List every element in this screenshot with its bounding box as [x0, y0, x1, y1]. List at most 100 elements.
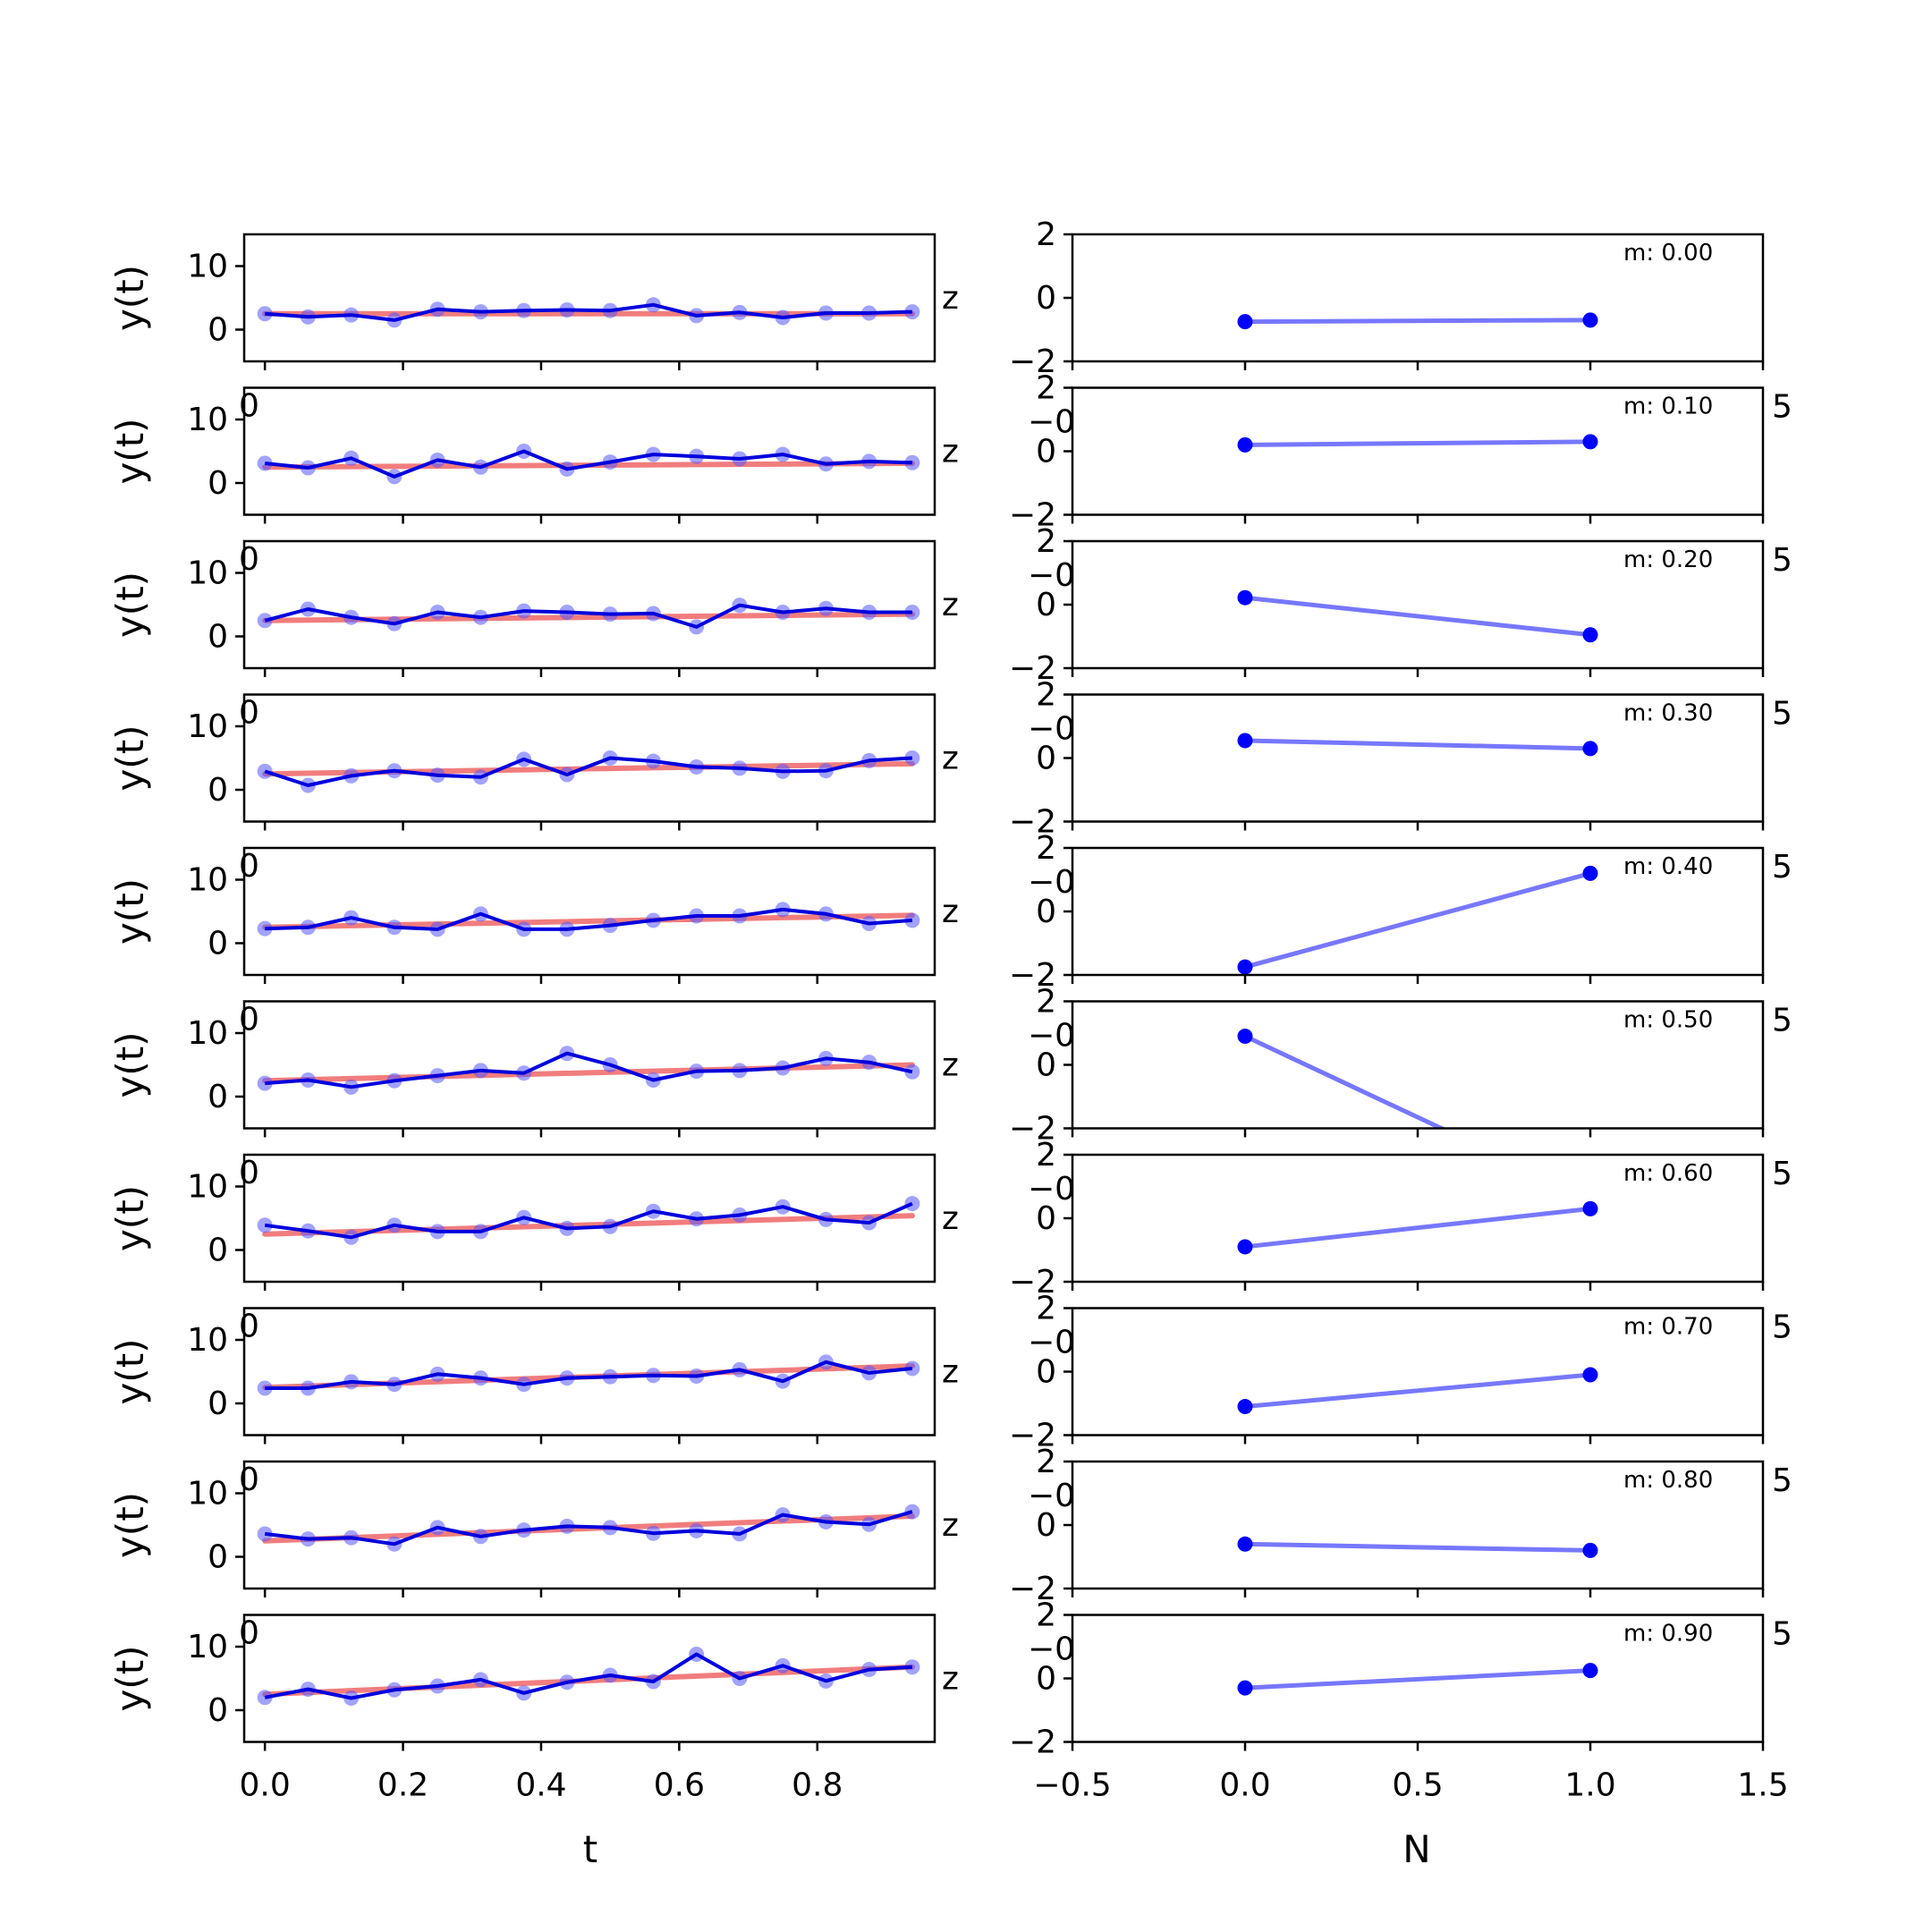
overlap-artifact-label: −0 [1028, 404, 1075, 441]
left-panel-data [257, 1046, 920, 1095]
y-tick-label: −2 [1009, 1724, 1056, 1761]
y-tick-label: −2 [1009, 1264, 1056, 1301]
series-point [1582, 1663, 1598, 1679]
overlap-artifact-label: z [942, 741, 959, 777]
y-axis-label: y(t) [108, 878, 152, 945]
right-panel-9: −0 5 m: 0.90 −2 0 2 −0.5 0.0 0.5 1.0 1.5 [1009, 1597, 1792, 1804]
series-point [1237, 1239, 1253, 1255]
series-line [1242, 870, 1593, 970]
overlap-artifact-label: z [942, 587, 959, 623]
overlap-artifact-label: 5 [1772, 1309, 1792, 1346]
overlap-artifact-label: −0 [1028, 1478, 1075, 1514]
left-panel-data [257, 1504, 920, 1552]
overlap-artifact-label: z [942, 434, 959, 470]
y-tick-label: 0 [1036, 1200, 1056, 1237]
y-tick-label: 0 [208, 465, 228, 502]
y-tick-label: 2 [1036, 984, 1056, 1021]
y-tick-label: −2 [1009, 497, 1056, 534]
y-tick-label: 0 [1036, 741, 1056, 777]
left-panel-frame [242, 1307, 936, 1436]
overlap-artifact-label: −0 [1028, 864, 1075, 901]
slope-annotation: m: 0.40 [1623, 853, 1713, 880]
overlap-artifact-label: 5 [1772, 1003, 1792, 1039]
observed-point [257, 613, 273, 629]
left-x-axis-label: t [583, 1827, 597, 1871]
slope-annotation: m: 0.70 [1623, 1314, 1713, 1341]
series-line [1242, 439, 1593, 447]
y-tick-label: 0 [208, 1385, 228, 1422]
overlap-artifact-label: z [942, 1200, 959, 1237]
y-tick-label: 10 [187, 1015, 228, 1052]
right-x-axis-label: N [1402, 1827, 1430, 1871]
overlap-artifact-label: z [942, 280, 959, 317]
y-tick-label: 10 [187, 555, 228, 592]
overlap-artifact-label: 5 [1772, 1462, 1792, 1499]
overlap-artifact-label: z [942, 1047, 959, 1084]
left-panel-frame [242, 233, 936, 363]
series-line [1242, 1034, 1447, 1129]
x-tick-label: 0.6 [654, 1767, 705, 1804]
y-tick-label: 0 [1036, 587, 1056, 623]
overlap-artifact-label: z [942, 1661, 959, 1698]
series-point [1237, 959, 1253, 975]
left-column-panels: z 0 10 y(t) 0 z 0 10 y(t) 0 z 0 10 y(t) 0 z 0 10 y(t) 0 z 0 10… [108, 233, 959, 1804]
y-tick-label: 10 [187, 862, 228, 899]
series-point [1237, 314, 1253, 330]
observed-line [265, 1051, 913, 1089]
series-line [1242, 595, 1593, 638]
left-panel-data [257, 1647, 920, 1707]
y-axis-label: y(t) [108, 572, 152, 638]
right-panel-data [1237, 589, 1598, 643]
y-tick-label: 2 [1036, 677, 1056, 714]
y-tick-label: 0 [1036, 434, 1056, 470]
left-panel-data [257, 1354, 920, 1396]
y-tick-label: 2 [1036, 1444, 1056, 1480]
observed-line [264, 449, 912, 479]
overlap-artifact-label: 5 [1772, 849, 1792, 886]
right-panel-7: −0 5 m: 0.70 −2 0 2 [1009, 1291, 1792, 1454]
series-line [1242, 318, 1593, 325]
left-panel-frame [242, 1614, 936, 1743]
y-tick-label: −2 [1009, 1418, 1056, 1454]
series-point [1582, 1542, 1598, 1558]
observed-line [264, 1201, 913, 1240]
series-point [1582, 741, 1598, 757]
observed-point [904, 605, 920, 621]
series-point [1237, 1399, 1253, 1415]
slope-annotation: m: 0.10 [1623, 394, 1713, 420]
series-line [1242, 1372, 1593, 1410]
x-tick-label: 0.5 [1392, 1767, 1443, 1804]
observed-line [265, 302, 912, 322]
slope-annotation: m: 0.80 [1623, 1467, 1713, 1494]
overlap-artifact-label: −0 [1028, 557, 1075, 594]
right-panel-3: −0 5 m: 0.30 −2 0 2 [1009, 677, 1792, 841]
observed-point [904, 750, 920, 766]
y-tick-label: 0 [208, 1692, 228, 1729]
y-tick-label: 10 [187, 402, 228, 438]
left-panel-frame [242, 1000, 936, 1130]
observed-point [904, 304, 920, 320]
y-tick-label: 2 [1036, 1291, 1056, 1327]
x-tick-label: 0.8 [792, 1767, 843, 1804]
y-tick-label: 2 [1036, 830, 1056, 867]
slope-annotation: m: 0.50 [1623, 1007, 1713, 1034]
slope-annotation: m: 0.00 [1623, 240, 1713, 267]
fit-line [262, 1062, 915, 1084]
series-point [1582, 865, 1598, 881]
slope-annotation: m: 0.60 [1623, 1160, 1713, 1187]
overlap-artifact-label: 5 [1772, 1616, 1792, 1653]
observed-point [257, 1526, 273, 1542]
observed-line [264, 1510, 913, 1546]
series-point [1582, 1200, 1598, 1216]
overlap-artifact-label: 5 [1772, 1156, 1792, 1192]
overlap-artifact-label: z [942, 1507, 959, 1544]
observed-point [257, 920, 273, 936]
right-panel-data [1237, 1536, 1598, 1558]
y-tick-label: −2 [1009, 650, 1056, 687]
left-panel-data [257, 297, 920, 328]
